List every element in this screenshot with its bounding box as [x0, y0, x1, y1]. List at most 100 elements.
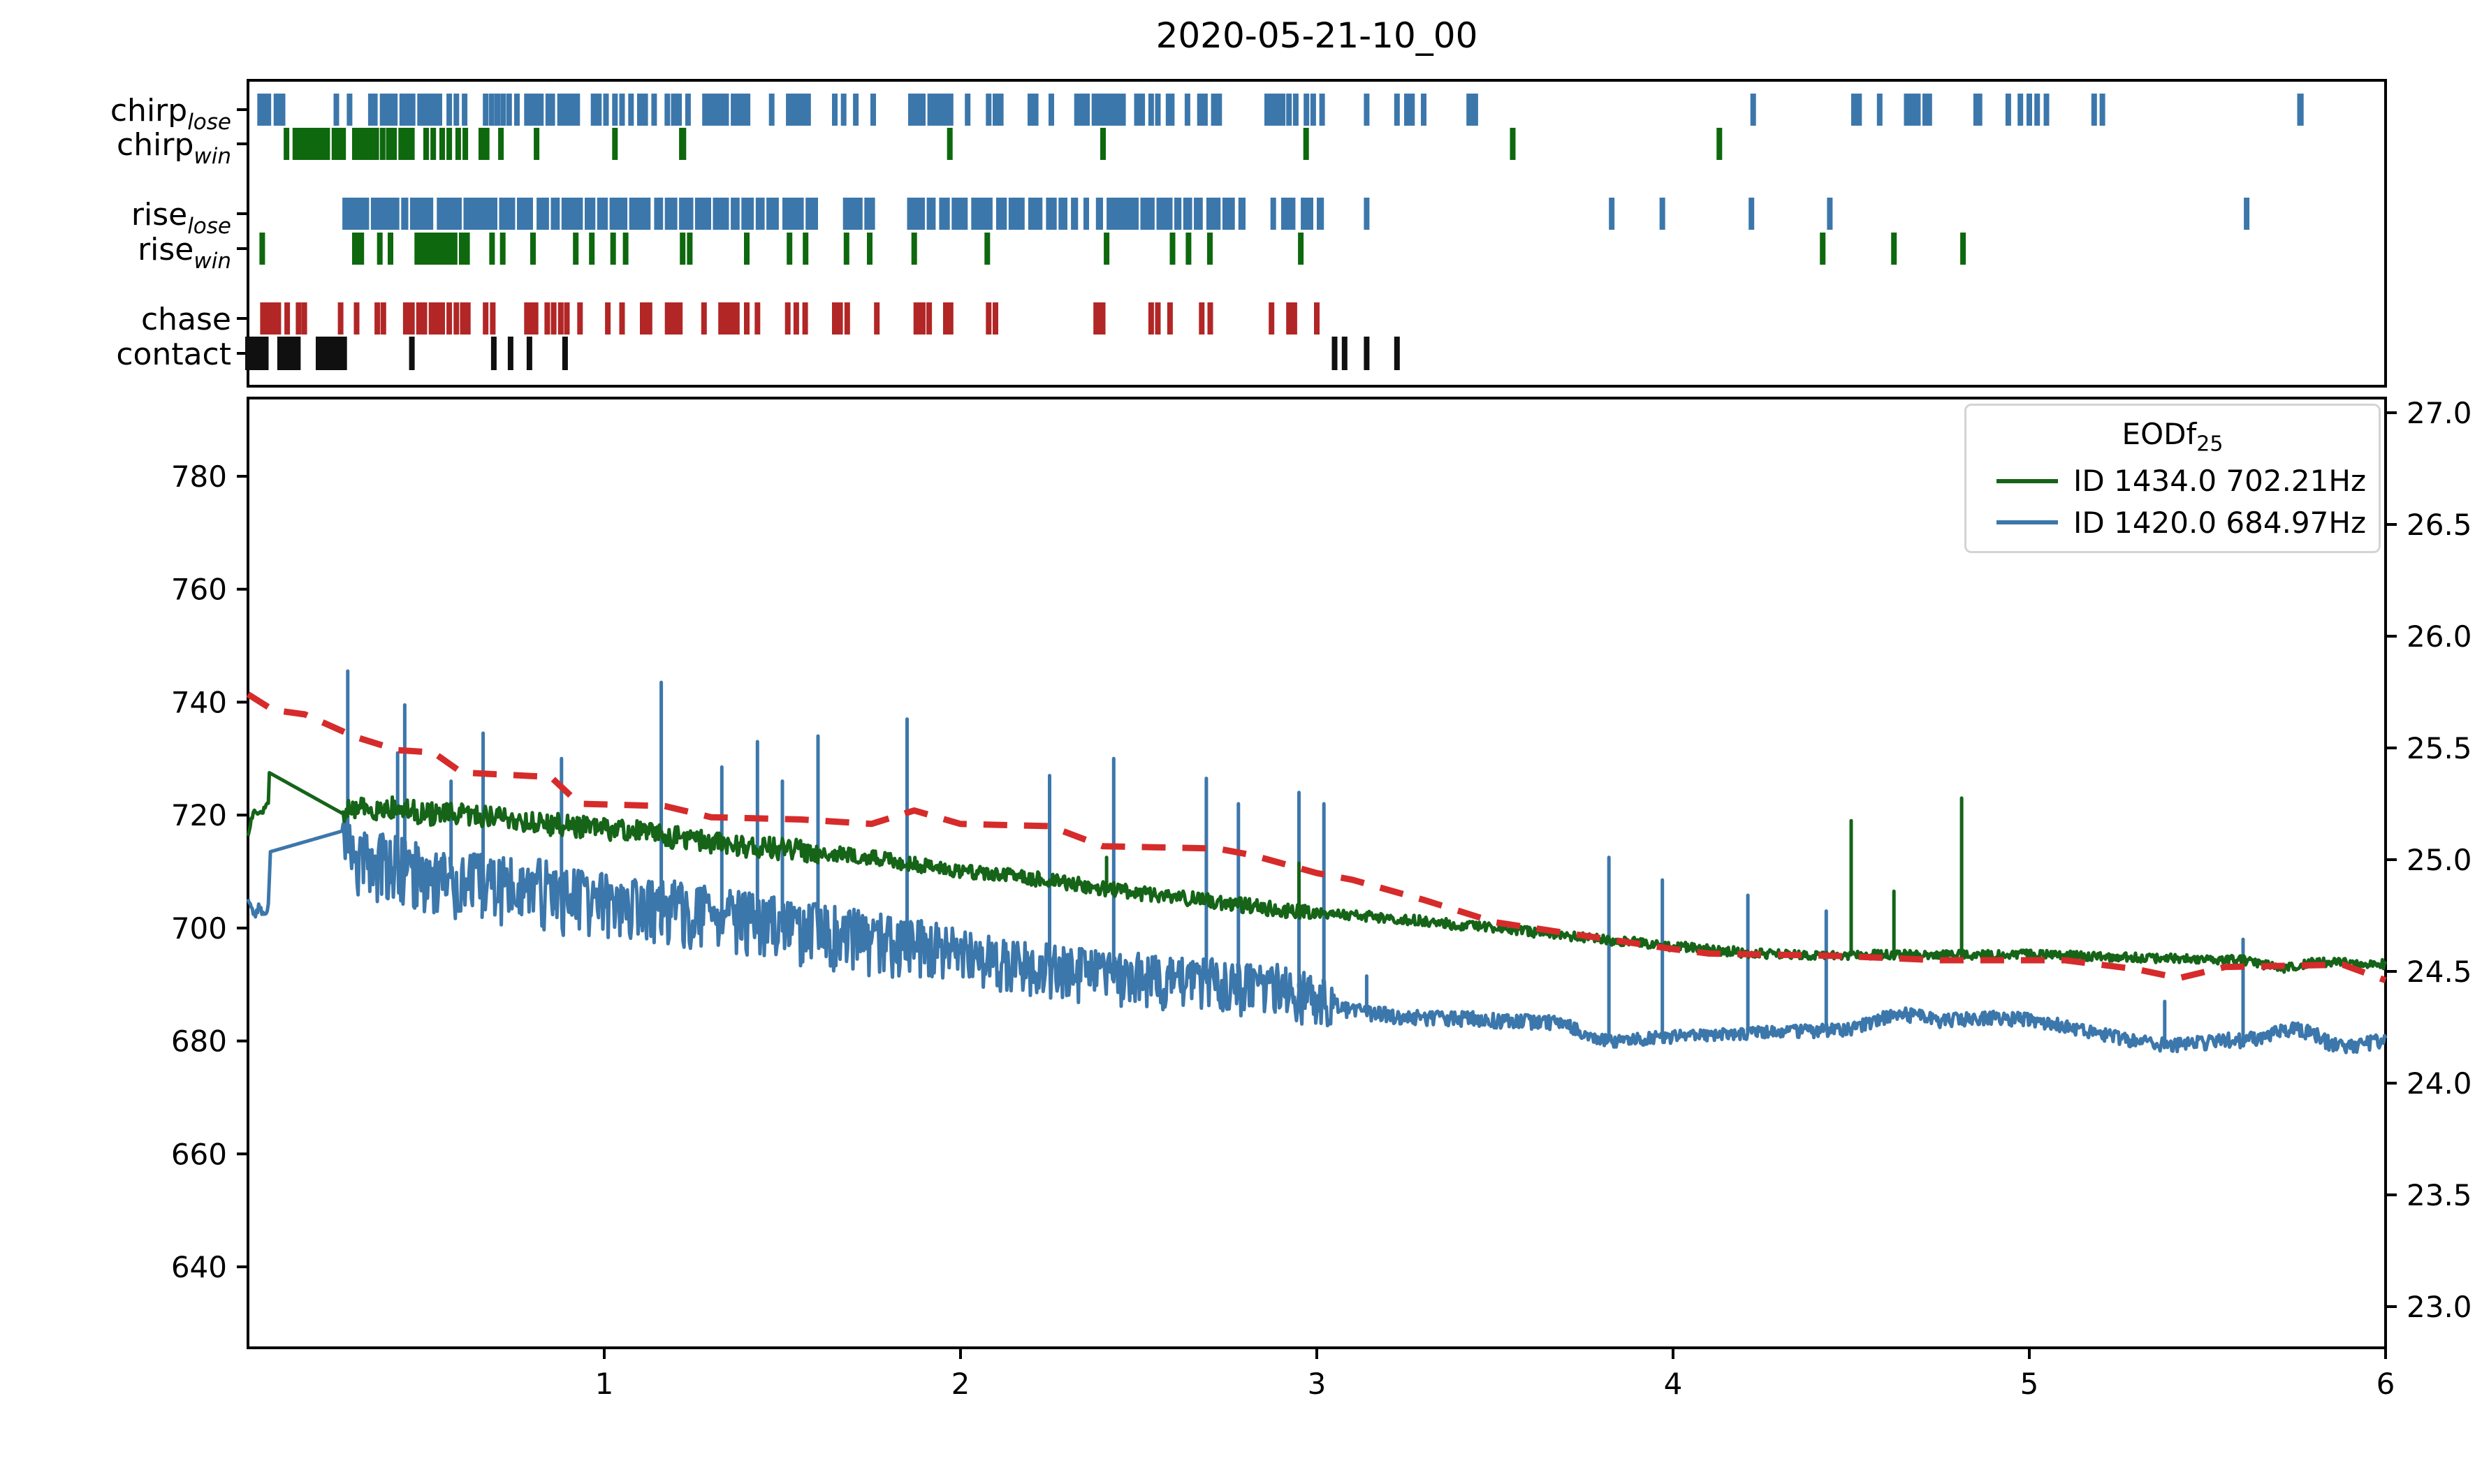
event-tick — [1510, 128, 1516, 160]
event-tick — [398, 128, 404, 160]
event-tick — [1317, 198, 1324, 230]
event-tick — [1111, 94, 1118, 126]
event-tick — [1364, 94, 1370, 126]
legend-entry-label: ID 1434.0 702.21Hz — [2073, 464, 2366, 499]
event-tick — [939, 198, 950, 230]
event-tick — [795, 94, 801, 126]
event-tick — [514, 94, 520, 126]
event-tick — [610, 233, 616, 265]
event-tick — [1169, 233, 1176, 265]
event-tick — [245, 337, 251, 370]
event-tick — [1107, 198, 1139, 230]
event-tick — [1341, 337, 1348, 370]
event-tick — [544, 302, 550, 335]
event-tick — [1049, 94, 1054, 126]
event-tick — [2027, 94, 2032, 126]
event-tick — [642, 94, 648, 126]
event-tick — [284, 128, 290, 160]
event-tick — [357, 128, 363, 160]
event-tick — [499, 233, 506, 265]
legend-entry-blue: ID 1420.0 684.97Hz — [1979, 506, 2366, 540]
event-tick — [1202, 94, 1208, 126]
event-tick — [363, 128, 369, 160]
event-tick — [1206, 198, 1221, 230]
event-tick — [1286, 94, 1292, 126]
event-tick — [1008, 198, 1025, 230]
event-tick — [401, 198, 409, 230]
event-tick — [1904, 94, 1921, 126]
event-tick — [832, 302, 838, 335]
event-tick — [1093, 302, 1106, 335]
event-tick — [754, 302, 761, 335]
event-tick — [490, 337, 497, 370]
event-tick — [1174, 198, 1182, 230]
event-tick — [462, 94, 468, 126]
event-tick — [800, 94, 811, 126]
event-tick — [446, 128, 453, 160]
event-tick — [416, 302, 422, 335]
event-tick — [453, 94, 460, 126]
event-tick — [597, 198, 608, 230]
event-tick — [1134, 94, 1140, 126]
event-tick — [545, 94, 555, 126]
event-tick — [731, 94, 751, 126]
left-axis-tick-label: 760 — [171, 573, 227, 607]
event-tick — [391, 128, 397, 160]
event-tick — [1304, 94, 1310, 126]
event-tick — [446, 94, 453, 126]
legend-title: EODf25 — [1979, 417, 2366, 456]
event-tick — [2099, 94, 2105, 126]
event-tick — [1148, 302, 1154, 335]
event-tick — [612, 128, 618, 160]
event-tick — [557, 94, 581, 126]
event-tick — [463, 198, 497, 230]
event-tick — [1155, 94, 1161, 126]
raster-row-contact — [245, 337, 1400, 370]
event-tick — [755, 198, 765, 230]
event-tick — [399, 94, 416, 126]
event-tick — [270, 302, 276, 335]
event-tick — [1394, 94, 1400, 126]
event-tick — [654, 198, 664, 230]
event-tick — [483, 302, 489, 335]
event-tick — [1404, 94, 1415, 126]
event-tick — [453, 302, 460, 335]
event-tick — [664, 94, 671, 126]
event-tick — [489, 233, 495, 265]
event-tick — [2034, 94, 2040, 126]
event-tick — [701, 302, 707, 335]
event-tick — [410, 198, 434, 230]
event-tick — [316, 337, 321, 370]
event-tick — [731, 198, 740, 230]
event-tick — [585, 198, 596, 230]
event-tick — [252, 337, 258, 370]
event-tick — [373, 128, 379, 160]
event-tick — [996, 198, 1007, 230]
event-tick — [619, 94, 625, 126]
event-tick — [374, 302, 381, 335]
event-tick — [386, 128, 392, 160]
figure-title: 2020-05-21-10_00 — [1155, 15, 1478, 56]
raster-row-chirp_lose — [257, 94, 2304, 126]
right-axis-tick-label: 24.5 — [2407, 955, 2472, 989]
raster-label-chase: chase — [141, 302, 231, 337]
event-tick — [664, 198, 678, 230]
event-tick — [488, 94, 495, 126]
event-tick — [986, 94, 992, 126]
event-tick — [358, 233, 365, 265]
event-tick — [332, 337, 338, 370]
event-tick — [273, 94, 286, 126]
event-tick — [259, 233, 265, 265]
event-tick — [986, 302, 992, 335]
event-tick — [483, 128, 490, 160]
event-tick — [550, 302, 557, 335]
event-tick — [1973, 94, 1983, 126]
event-tick — [377, 233, 383, 265]
event-tick — [1659, 198, 1665, 230]
event-tick — [439, 128, 445, 160]
event-tick — [460, 302, 466, 335]
eodf-line-blue — [246, 669, 2388, 1055]
x-axis-tick-label: 6 — [2377, 1367, 2395, 1401]
event-tick — [637, 94, 643, 126]
